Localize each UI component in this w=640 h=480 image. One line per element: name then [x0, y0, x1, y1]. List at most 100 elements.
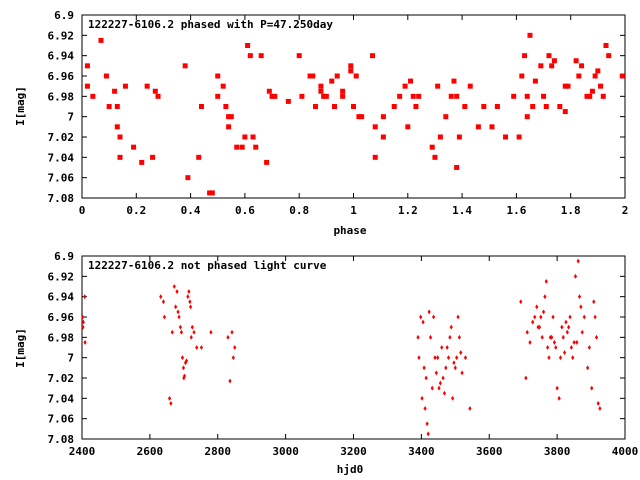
- data-point: [424, 375, 428, 381]
- data-point: [242, 134, 248, 140]
- data-point: [532, 78, 538, 84]
- y-tick-label: 7.06: [48, 172, 75, 185]
- data-point: [580, 329, 584, 335]
- plot-bottom-points: [81, 258, 602, 437]
- data-point: [131, 144, 137, 150]
- data-point: [117, 134, 123, 140]
- x-tick-label: 3200: [340, 445, 367, 458]
- data-point: [307, 73, 313, 79]
- data-point: [175, 289, 179, 294]
- data-point: [231, 355, 235, 361]
- x-tick-label: 3000: [272, 445, 299, 458]
- data-point: [264, 159, 270, 165]
- data-point: [318, 83, 324, 89]
- data-point: [144, 83, 150, 89]
- data-point: [226, 114, 232, 120]
- plot-bottom-ylabel: I[mag]: [14, 328, 27, 368]
- data-point: [550, 334, 554, 340]
- data-point: [457, 334, 461, 340]
- data-point: [442, 390, 447, 396]
- data-point: [437, 385, 441, 391]
- data-point: [463, 355, 468, 361]
- data-point: [81, 319, 85, 325]
- data-point: [592, 299, 596, 305]
- data-point: [182, 373, 187, 379]
- data-point: [460, 370, 464, 376]
- data-point: [187, 289, 191, 294]
- data-point: [441, 375, 445, 381]
- data-point: [445, 345, 449, 350]
- data-point: [527, 32, 533, 38]
- data-point: [557, 104, 563, 109]
- data-point: [323, 93, 329, 99]
- data-point: [524, 93, 530, 99]
- x-tick-label: 2400: [69, 445, 96, 458]
- data-point: [546, 345, 550, 350]
- data-point: [448, 93, 454, 99]
- data-point: [540, 334, 544, 340]
- data-point: [525, 329, 529, 335]
- data-point: [181, 365, 186, 371]
- data-point: [81, 314, 85, 320]
- data-point: [391, 104, 397, 109]
- data-point: [533, 314, 537, 320]
- data-point: [481, 104, 487, 109]
- data-point: [209, 190, 215, 196]
- data-point: [410, 93, 416, 99]
- x-tick-label: 1.4: [452, 204, 472, 217]
- y-tick-label: 7: [67, 111, 74, 124]
- data-point: [81, 324, 85, 330]
- data-point: [230, 329, 234, 335]
- data-point: [552, 340, 557, 345]
- plot-top-points: [84, 32, 625, 196]
- data-point: [446, 355, 451, 361]
- data-point: [595, 68, 601, 74]
- data-point: [453, 365, 457, 371]
- data-point: [459, 350, 463, 355]
- data-point: [584, 93, 590, 99]
- plot-top-ticks: [81, 14, 626, 199]
- plot-bottom-title: 122227-6106.2 not phased light curve: [88, 259, 327, 272]
- x-tick-label: 2: [622, 204, 629, 217]
- data-point: [253, 144, 259, 150]
- data-point: [172, 284, 176, 289]
- data-point: [223, 104, 229, 109]
- x-tick-label: 3400: [408, 445, 435, 458]
- data-point: [541, 309, 546, 315]
- data-point: [456, 134, 462, 140]
- data-point: [535, 304, 539, 310]
- data-point: [215, 93, 221, 99]
- data-point: [185, 175, 191, 181]
- data-point: [589, 88, 595, 94]
- data-point: [561, 334, 565, 340]
- x-tick-label: 1.8: [561, 204, 581, 217]
- data-point: [167, 395, 172, 401]
- y-tick-label: 6.94: [48, 50, 75, 63]
- data-point: [586, 365, 590, 371]
- data-point: [239, 144, 245, 150]
- data-point: [228, 114, 234, 120]
- data-point: [454, 93, 460, 99]
- data-point: [572, 340, 576, 345]
- data-point: [594, 334, 599, 340]
- data-point: [576, 258, 580, 264]
- data-point: [571, 355, 575, 361]
- x-tick-label: 1: [350, 204, 357, 217]
- data-point: [155, 93, 161, 99]
- data-point: [537, 324, 542, 330]
- data-point: [413, 104, 419, 109]
- data-point: [340, 93, 346, 99]
- data-point: [84, 83, 90, 89]
- data-point: [329, 78, 335, 84]
- plot-top: 0 0.2 0.4 0.6 0.8 1 1.2 1.4 1.6 1.8 2 6.9 6.92 6.94 6.…: [14, 9, 628, 237]
- data-point: [182, 375, 186, 381]
- data-point: [176, 309, 180, 315]
- data-point: [84, 63, 90, 69]
- data-point: [139, 159, 145, 165]
- y-tick-label: 6.98: [48, 90, 75, 103]
- data-point: [567, 324, 571, 330]
- y-tick-label: 7.04: [48, 392, 75, 405]
- data-point: [565, 329, 569, 335]
- data-point: [397, 93, 403, 99]
- data-point: [619, 73, 625, 79]
